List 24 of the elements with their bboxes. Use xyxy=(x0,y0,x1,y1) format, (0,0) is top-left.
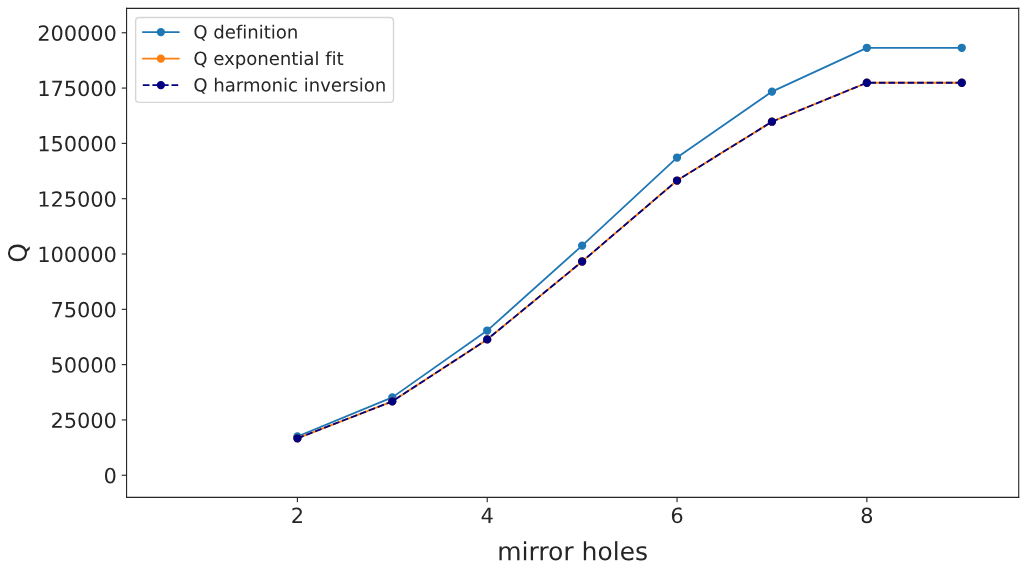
point xyxy=(767,87,777,96)
point xyxy=(862,43,872,52)
y-tick-label: 175000 xyxy=(39,80,116,97)
legend-label: Q definition xyxy=(194,24,297,41)
point xyxy=(577,241,587,250)
x-axis-title: mirror holes xyxy=(499,541,647,561)
point xyxy=(957,43,966,52)
point xyxy=(672,153,682,162)
y-tick-label: 125000 xyxy=(39,191,116,207)
y-tick-label: 25000 xyxy=(52,412,116,429)
point xyxy=(483,326,492,335)
y-tick-label: 200000 xyxy=(38,25,116,41)
x-tick-label: 8 xyxy=(861,507,873,524)
x-tick-label: 4 xyxy=(481,507,493,523)
legend-label: Q harmonic inversion xyxy=(194,77,385,94)
y-axis-title: Q xyxy=(8,244,30,262)
y-tick-label: 50000 xyxy=(52,357,116,373)
y-tick-label: 100000 xyxy=(39,246,116,263)
x-tick-label: 6 xyxy=(671,507,683,524)
legend-label: Q exponential fit xyxy=(194,51,344,69)
y-tick-label: 0 xyxy=(104,467,116,484)
y-tick-label: 75000 xyxy=(52,301,116,318)
y-tick-label: 150000 xyxy=(39,135,116,152)
x-tick-label: 2 xyxy=(292,507,302,523)
